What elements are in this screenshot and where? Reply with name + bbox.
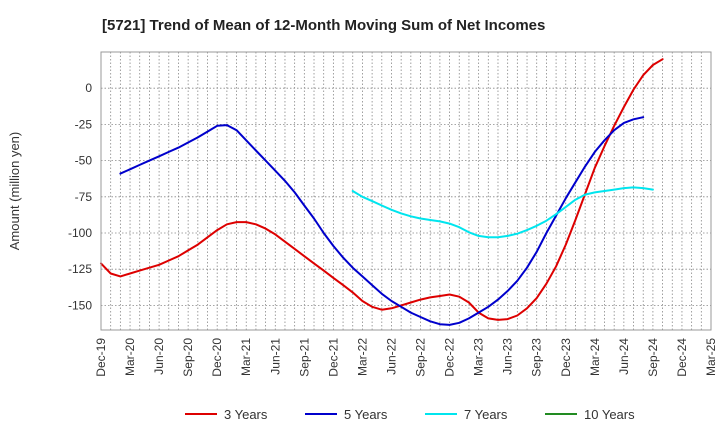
y-tick-label: -150 [68,298,92,312]
x-tick-label: Mar-20 [123,338,137,376]
x-tick-label: Jun-22 [384,338,398,375]
x-tick-label: Sep-22 [414,338,428,377]
chart-title: [5721] Trend of Mean of 12-Month Moving … [102,17,545,34]
x-tick-label: Sep-24 [646,338,660,377]
x-tick-label: Dec-20 [210,338,224,377]
y-tick-label: -50 [75,154,93,168]
x-tick-label: Dec-19 [94,338,108,377]
x-tick-label: Dec-24 [675,338,689,377]
legend: 3 Years 5 Years 7 Years 10 Years [185,407,635,422]
x-tick-label: Dec-23 [559,338,573,377]
x-tick-label: Mar-22 [355,338,369,376]
legend-label: 3 Years [224,407,268,422]
x-tick-label: Sep-21 [297,338,311,377]
series-line-1 [100,58,664,321]
x-tick-label: Jun-20 [152,338,166,375]
plot-area [100,51,712,331]
y-tick-label: -125 [68,262,92,276]
y-tick-label: -75 [75,190,93,204]
x-tick-label: Dec-22 [443,338,457,377]
x-tick-label: Mar-21 [239,338,253,376]
legend-label: 10 Years [584,407,635,422]
x-tick-label: Sep-20 [181,338,195,377]
series-lines [100,58,664,326]
x-tick-label: Jun-24 [617,338,631,375]
x-axis-ticks: Dec-19 Mar-20 Jun-20 Sep-20 Dec-20 Mar-21 Jun-… [94,338,718,377]
x-tick-label: Jun-21 [268,338,282,375]
series-line-3 [351,186,654,239]
y-axis-ticks: 0 -25 -50 -75 -100 -125 -150 [68,81,92,312]
grid [100,52,712,330]
y-tick-label: 0 [85,81,92,95]
x-tick-label: Sep-23 [530,338,544,377]
x-tick-label: Mar-24 [588,338,602,376]
x-tick-label: Mar-25 [704,338,718,376]
y-axis-label: Amount (million yen) [7,132,22,251]
y-tick-label: -100 [68,226,92,240]
series-line-2 [119,116,645,326]
x-tick-label: Dec-21 [326,338,340,377]
x-tick-label: Jun-23 [501,338,515,375]
y-tick-label: -25 [75,117,93,131]
x-tick-label: Mar-23 [472,338,486,376]
legend-label: 5 Years [344,407,388,422]
legend-label: 7 Years [464,407,508,422]
